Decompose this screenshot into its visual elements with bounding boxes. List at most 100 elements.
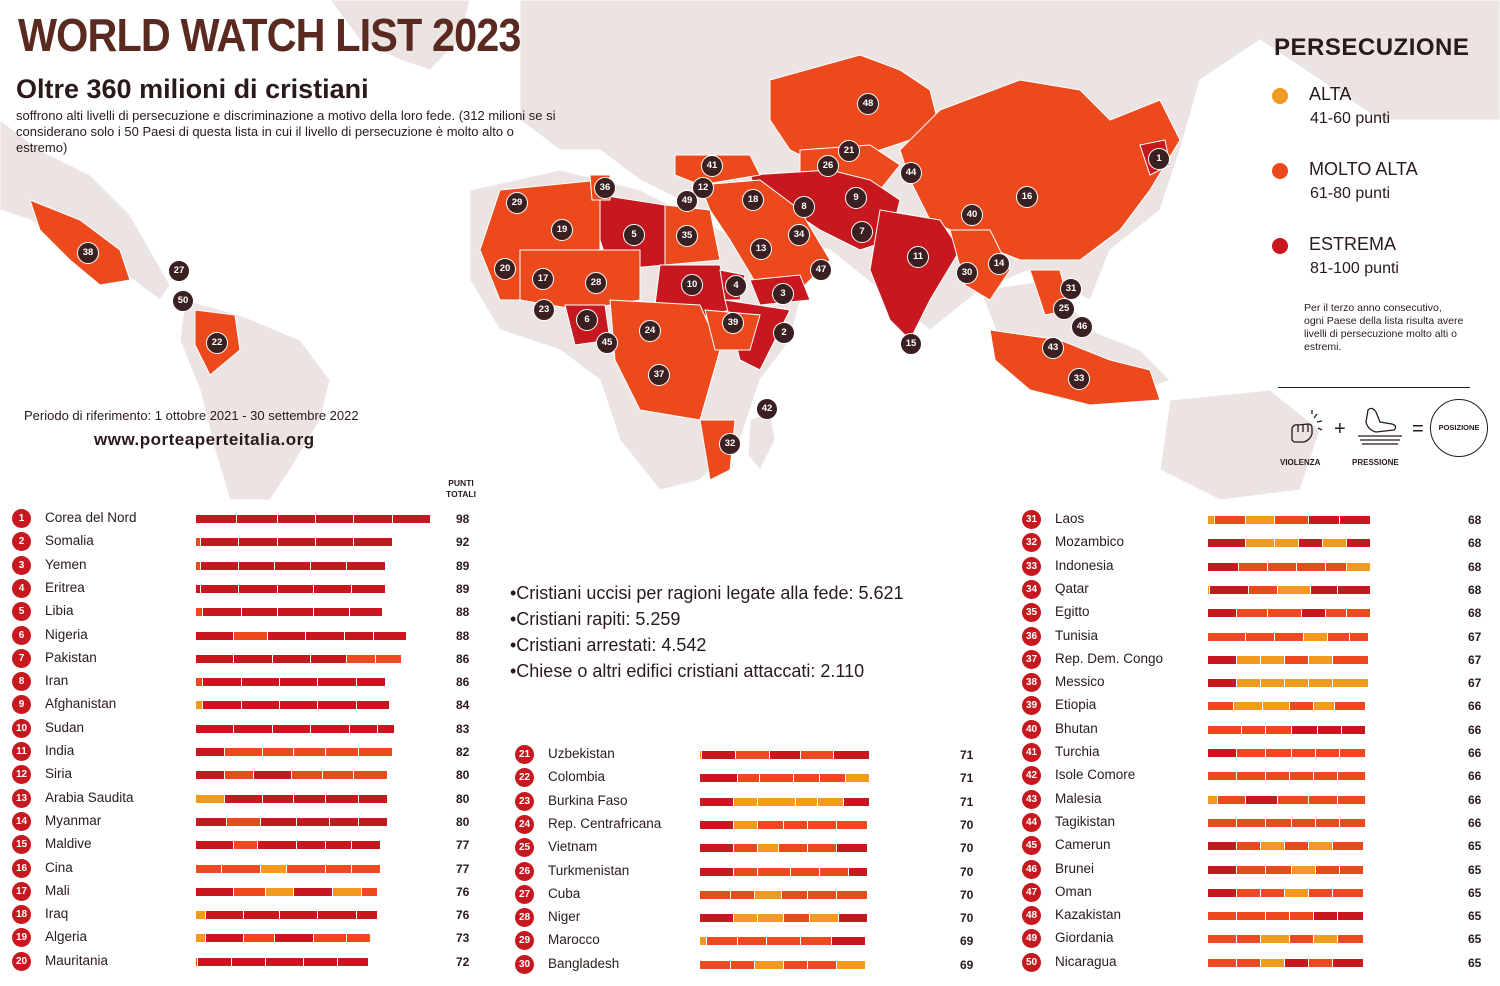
score-bar — [1208, 958, 1364, 967]
score-bar-segment — [311, 724, 350, 733]
ranking-row: 19 Algeria 73 — [12, 927, 482, 949]
score-value: 89 — [456, 558, 470, 573]
score-bar — [1208, 818, 1367, 827]
score-value: 77 — [456, 861, 470, 876]
world-map: 48 21 26 1 44 16 41 12 49 36 29 19 5 35 18 8 9 7 40 13 34 14 1… — [0, 0, 1500, 500]
map-pin: 43 — [1042, 337, 1064, 359]
ranking-row: 38 Messico 67 — [1022, 672, 1492, 694]
map-pin: 26 — [817, 155, 839, 177]
score-bar — [1208, 772, 1367, 781]
score-bar-segment — [1248, 585, 1278, 594]
score-bar-segment — [1308, 679, 1333, 688]
country-name: Marocco — [548, 932, 600, 948]
score-value: 88 — [456, 605, 470, 620]
score-bar — [196, 701, 391, 710]
rank-badge: 18 — [12, 905, 31, 925]
score-bar-segment — [1337, 585, 1372, 594]
score-bar-segment — [733, 844, 758, 853]
score-bar-segment — [203, 678, 242, 687]
country-name: Afghanistan — [45, 696, 117, 712]
score-bar-segment — [810, 914, 840, 923]
legend-title: PERSECUZIONE — [1274, 34, 1470, 61]
rank-badge: 24 — [515, 814, 534, 834]
land-north-america — [0, 119, 171, 301]
land-australia — [1159, 389, 1321, 500]
map-pin: 5 — [623, 224, 645, 246]
score-bar-segment — [200, 584, 240, 593]
map-pin: 3 — [772, 283, 794, 305]
score-value: 70 — [960, 864, 974, 879]
score-value: 66 — [1468, 815, 1482, 830]
land-greenland — [329, 0, 471, 71]
score-bar-segment — [1339, 865, 1364, 874]
ranking-row: 28 Niger 70 — [515, 907, 985, 929]
ranking-row: 26 Turkmenistan 70 — [515, 861, 985, 883]
score-bar-segment — [1208, 585, 1211, 594]
score-bar — [196, 887, 379, 896]
map-pin: 12 — [692, 177, 714, 199]
score-bar-segment — [347, 934, 372, 943]
score-value: 67 — [1468, 676, 1482, 691]
score-bar-segment — [1291, 749, 1316, 757]
score-bar-segment — [277, 608, 314, 617]
score-value: 71 — [960, 794, 974, 809]
country-name: Malesia — [1055, 790, 1102, 806]
score-bar-segment — [277, 515, 316, 523]
score-value: 80 — [456, 814, 470, 829]
score-bar-segment — [349, 724, 379, 733]
score-bar-segment — [294, 794, 326, 803]
score-bar-segment — [1342, 725, 1367, 734]
score-value: 68 — [1468, 582, 1482, 597]
score-bar — [700, 890, 868, 899]
country-name: Bhutan — [1055, 720, 1098, 736]
score-bar-segment — [738, 774, 760, 783]
score-bar-segment — [277, 584, 314, 593]
score-bar-segment — [836, 844, 868, 853]
rank-badge: 5 — [12, 602, 31, 622]
score-bar — [196, 771, 388, 780]
rank-badge: 13 — [12, 788, 31, 808]
score-bar — [196, 561, 386, 570]
score-bar-segment — [700, 797, 734, 806]
website-link[interactable]: www.porteaperteitalia.org — [94, 430, 315, 449]
rank-badge: 10 — [12, 718, 31, 738]
score-bar-segment — [1284, 655, 1309, 664]
score-bar-segment — [227, 817, 261, 826]
score-bar-segment — [1265, 772, 1290, 781]
score-bar-segment — [1236, 772, 1266, 781]
score-value: 68 — [1468, 513, 1482, 527]
score-value: 84 — [456, 698, 470, 713]
score-value: 68 — [1468, 606, 1482, 621]
score-bar-segment — [757, 914, 784, 923]
score-bar-segment — [224, 748, 264, 756]
score-bar-segment — [205, 911, 244, 920]
ranking-row: 37 Rep. Dem. Congo 67 — [1022, 649, 1492, 671]
score-value: 66 — [1468, 746, 1482, 760]
ranking-row: 7 Pakistan 86 — [12, 648, 482, 670]
rank-badge: 15 — [12, 835, 31, 855]
ranking-row: 24 Rep. Centrafricana 70 — [515, 814, 985, 836]
score-bar-segment — [800, 751, 835, 759]
rank-badge: 32 — [1022, 533, 1041, 553]
score-bar-segment — [260, 817, 297, 826]
score-bar-segment — [1208, 935, 1237, 944]
ranking-row: 45 Camerun 65 — [1022, 835, 1492, 857]
score-bar-segment — [757, 797, 796, 806]
score-bar-segment — [1208, 958, 1237, 967]
map-pin: 23 — [533, 299, 555, 321]
score-bar-segment — [733, 820, 758, 829]
score-bar-segment — [1332, 842, 1364, 851]
score-bar-segment — [200, 538, 240, 547]
score-bar — [1208, 585, 1372, 594]
score-bar-segment — [1208, 632, 1247, 641]
score-bar-segment — [1296, 562, 1326, 571]
country-name: Rep. Dem. Congo — [1055, 650, 1164, 666]
map-pin: 9 — [845, 187, 867, 209]
rank-badge: 39 — [1022, 696, 1041, 716]
rank-badge: 7 — [12, 648, 31, 668]
score-bar — [1208, 702, 1367, 711]
map-pin: 27 — [168, 260, 190, 282]
score-bar-segment — [196, 538, 201, 547]
map-pin: 36 — [594, 177, 616, 199]
score-bar-segment — [1208, 818, 1237, 827]
